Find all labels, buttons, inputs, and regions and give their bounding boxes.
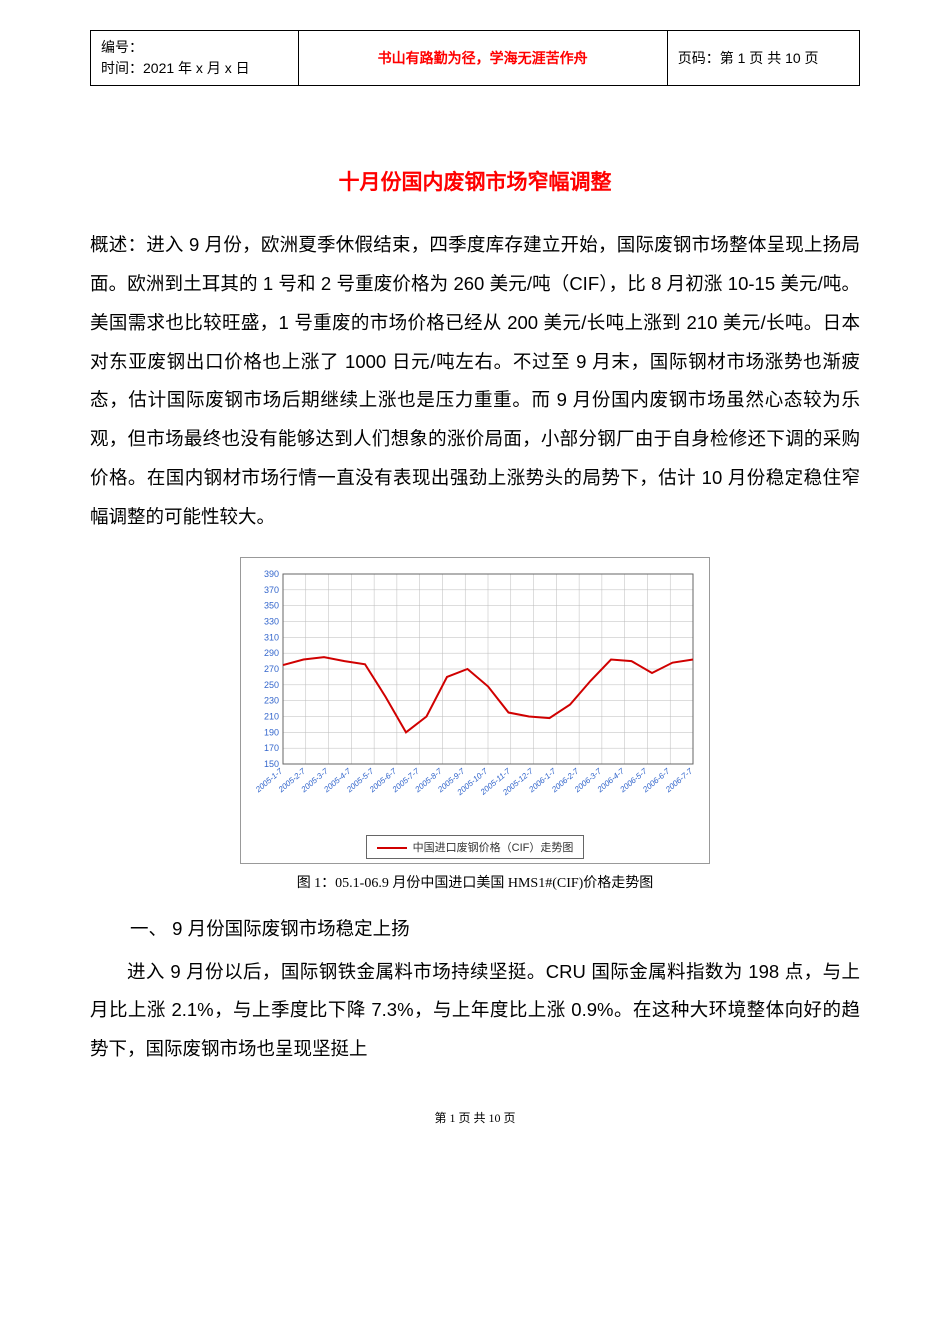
overview-paragraph: 概述：进入 9 月份，欧洲夏季休假结束，四季度库存建立开始，国际废钢市场整体呈现… xyxy=(90,226,860,537)
svg-text:350: 350 xyxy=(264,600,279,610)
chart-svg: 1501701902102302502702903103303503703902… xyxy=(249,566,701,826)
doc-date: 时间：2021 年 x 月 x 日 xyxy=(101,58,288,79)
price-chart: 1501701902102302502702903103303503703902… xyxy=(240,557,710,864)
legend-text: 中国进口废钢价格（CIF）走势图 xyxy=(413,842,574,854)
header-motto: 书山有路勤为径，学海无涯苦作舟 xyxy=(298,31,667,86)
svg-text:290: 290 xyxy=(264,648,279,658)
header-page-info: 页码：第 1 页 共 10 页 xyxy=(667,31,859,86)
svg-text:210: 210 xyxy=(264,711,279,721)
doc-number: 编号： xyxy=(101,37,288,58)
chart-caption: 图 1：05.1-06.9 月份中国进口美国 HMS1#(CIF)价格走势图 xyxy=(90,872,860,892)
document-title: 十月份国内废钢市场窄幅调整 xyxy=(90,166,860,196)
svg-text:250: 250 xyxy=(264,680,279,690)
header-table: 编号： 时间：2021 年 x 月 x 日 书山有路勤为径，学海无涯苦作舟 页码… xyxy=(90,30,860,86)
svg-text:270: 270 xyxy=(264,664,279,674)
section-1-heading: 一、 9 月份国际废钢市场稳定上扬 xyxy=(130,910,860,949)
svg-text:310: 310 xyxy=(264,632,279,642)
svg-text:170: 170 xyxy=(264,743,279,753)
section-1-body: 进入 9 月份以后，国际钢铁金属料市场持续坚挺。CRU 国际金属料指数为 198… xyxy=(90,953,860,1070)
svg-text:370: 370 xyxy=(264,585,279,595)
svg-text:390: 390 xyxy=(264,569,279,579)
svg-text:330: 330 xyxy=(264,616,279,626)
legend-line-icon xyxy=(377,847,407,849)
header-left-cell: 编号： 时间：2021 年 x 月 x 日 xyxy=(91,31,299,86)
svg-text:230: 230 xyxy=(264,695,279,705)
svg-text:190: 190 xyxy=(264,727,279,737)
chart-legend: 中国进口废钢价格（CIF）走势图 xyxy=(366,835,585,859)
page-footer: 第 1 页 共 10 页 xyxy=(90,1109,860,1126)
